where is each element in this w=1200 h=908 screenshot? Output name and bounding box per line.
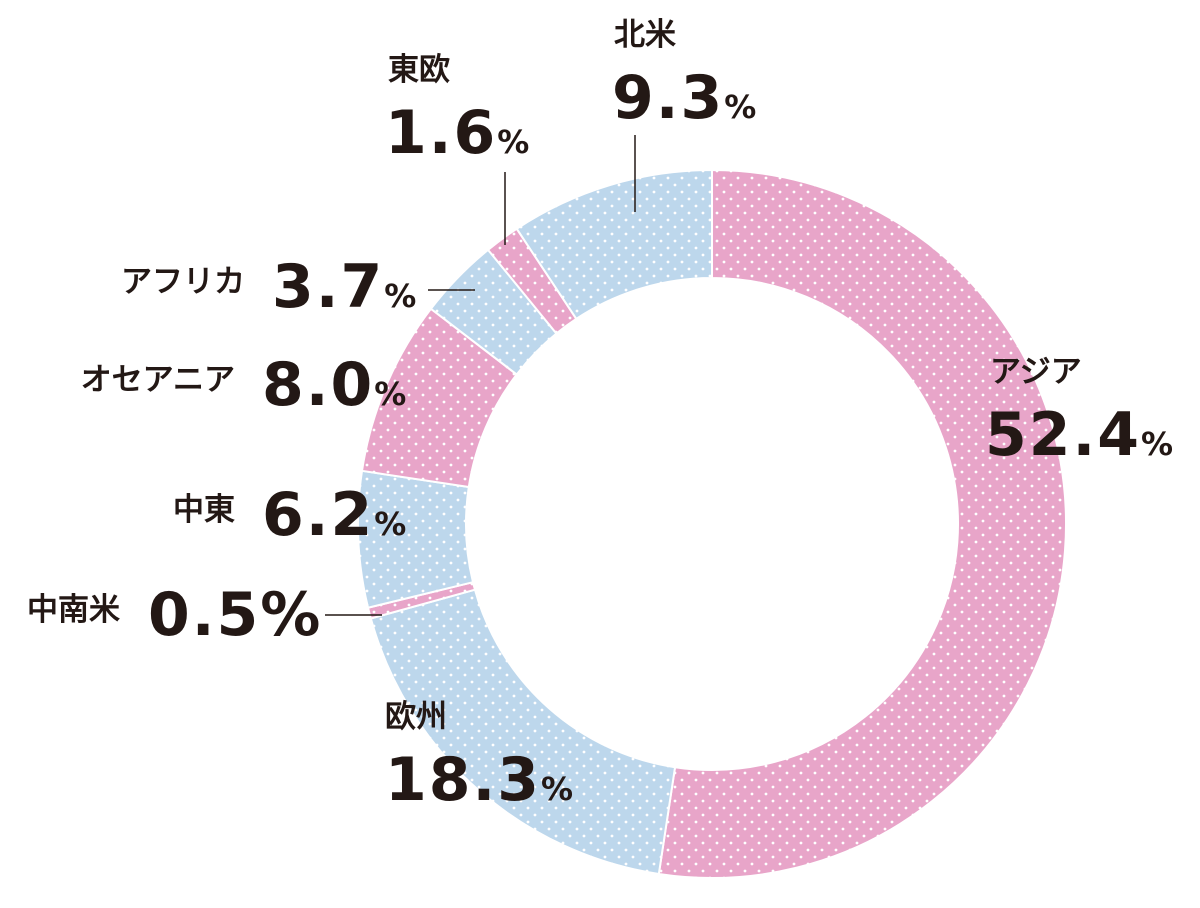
category-label: 中南米 — [27, 592, 120, 628]
value-label: 6.2% — [262, 480, 408, 550]
value-label: 1.6% — [385, 98, 531, 168]
value-label: 3.7% — [272, 252, 418, 322]
category-label: アフリカ — [121, 264, 245, 300]
category-label: 中東 — [173, 492, 235, 528]
category-label: 東欧 — [388, 52, 450, 88]
category-label: 欧州 — [385, 699, 447, 735]
value-label: 52.4% — [985, 400, 1175, 470]
donut-slice — [657, 168, 1067, 879]
value-label: 18.3% — [385, 745, 575, 815]
category-label: オセアニア — [81, 362, 235, 398]
value-label: 9.3% — [612, 63, 758, 133]
value-label: 8.0% — [262, 350, 408, 420]
category-label: 北米 — [614, 17, 676, 53]
category-label: アジア — [990, 354, 1082, 390]
value-label: 0.5% — [148, 580, 322, 650]
